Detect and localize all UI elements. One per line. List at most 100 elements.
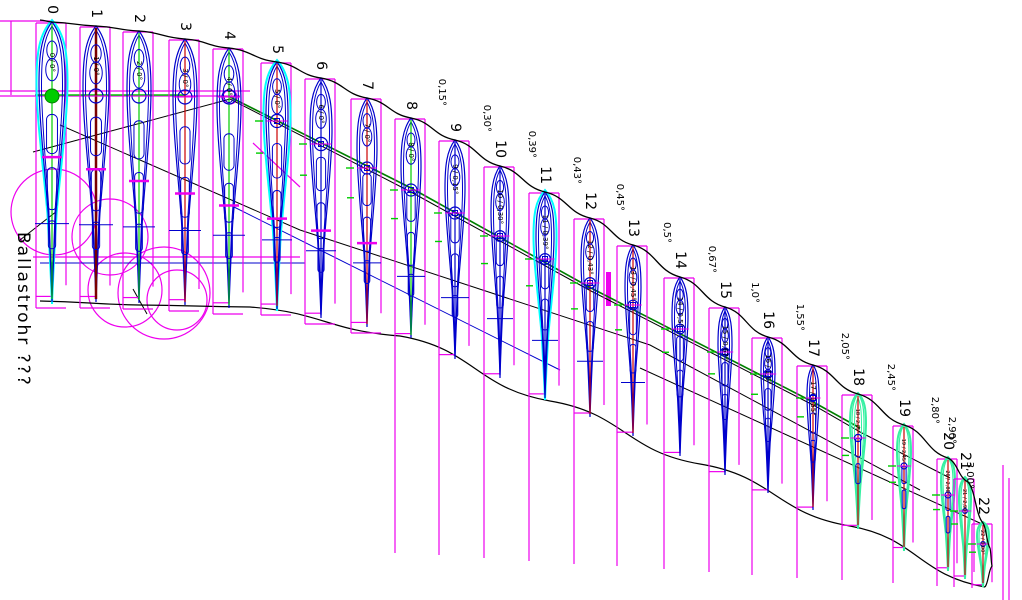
rib-number-label: 5 (269, 45, 285, 54)
lightening-hole (585, 283, 595, 313)
lightening-hole (721, 361, 729, 387)
lightening-hole (271, 143, 283, 179)
rib-blank-box (616, 245, 648, 566)
rib-outer-outline (400, 117, 422, 339)
rib-angle-label: 1,55° (794, 304, 805, 331)
rib-number-label: 20 (940, 432, 956, 450)
lightening-hole (46, 167, 58, 211)
rib-interior-label: 11 / 0,39° (541, 215, 549, 250)
spar-hole (44, 88, 60, 104)
lightening-hole (315, 108, 327, 129)
rib-interior-label: 12 / 0,43° (586, 240, 594, 275)
rib-interior-label: 21 / 2,90° (961, 489, 967, 514)
rib-interior-label: 5 / 0° (273, 89, 281, 108)
rib-interior-label: 8 / 0° (407, 142, 415, 161)
rib-interior-label: 2 / 0° (135, 61, 143, 80)
lightening-hole (901, 489, 907, 510)
lightening-hole (135, 223, 143, 252)
rib-interior-label: 18 / 2,05° (854, 409, 860, 434)
rib-outer-outline (356, 96, 378, 328)
lightening-hole (496, 275, 504, 309)
rib-interior-label: 17 / 1,55° (809, 381, 817, 416)
lightening-hole (855, 463, 861, 485)
lightening-hole (179, 126, 191, 165)
lightening-hole (133, 120, 145, 160)
lightening-hole (362, 216, 372, 252)
lightening-hole (91, 221, 101, 251)
rib-3: 3 3 / 0° (168, 22, 201, 312)
rib-14: 140,5° 14 / 0,5° (661, 222, 695, 569)
rib-4: 4 4 / 0° (212, 31, 245, 315)
lightening-hole (764, 387, 772, 411)
rib-number-label: 9 (447, 123, 463, 132)
rib-angle-label: 2,80° (929, 397, 940, 424)
rib-tip-outline (848, 391, 868, 530)
lightening-hole (316, 202, 326, 240)
rib-outer-outline (671, 276, 689, 457)
lightening-hole (721, 328, 729, 343)
rib-tip-outline (895, 422, 913, 552)
rib-number-label: 7 (359, 81, 375, 90)
lightening-hole (450, 211, 460, 244)
rib-interior-label: 4 / 0° (225, 77, 233, 96)
rib-10: 100,30° 10 / 0,30° (480, 105, 515, 558)
rib-angle-label: 0,67° (706, 246, 717, 273)
lightening-hole (225, 232, 233, 260)
rib-blank-box (751, 337, 783, 575)
rib-angle-label: 3,00° (964, 462, 975, 489)
rib-interior-label: 10 / 0,30° (496, 189, 504, 224)
rib-blank-box (528, 192, 560, 561)
rib-number-label: 3 (177, 22, 193, 31)
wingtip-arc (984, 547, 993, 588)
lightening-hole (179, 56, 191, 75)
rib-outer-outline (535, 190, 555, 399)
lightening-hole (180, 176, 190, 218)
rib-18: 182,05° 18 / 2,05° (839, 333, 873, 580)
rib-highlight-outline (262, 58, 292, 312)
lightening-hole (178, 73, 192, 96)
lightening-hole (629, 307, 637, 336)
lightening-hole (90, 44, 102, 63)
rib-highlight-outline (35, 18, 69, 305)
rib-outer-outline (580, 217, 600, 418)
rib-17: 171,55° 17 / 1,55° (794, 304, 828, 578)
lightening-hole (676, 369, 684, 398)
rib-outer-outline (898, 423, 910, 551)
lightening-hole (223, 133, 235, 171)
lightening-hole (45, 57, 59, 82)
lightening-hole (90, 116, 102, 157)
section-line-1 (59, 124, 921, 491)
rib-outer-outline (717, 305, 733, 476)
rib-outer-outline (760, 336, 776, 494)
lightening-hole (810, 439, 816, 463)
rib-number-label: 13 (625, 219, 641, 237)
rib-21: 212,90° 21 / 2,90° (946, 417, 975, 587)
lightening-hole (541, 298, 549, 331)
rib-number-label: 11 (537, 166, 553, 184)
lightening-hole (676, 335, 684, 362)
rib-number-label: 2 (131, 14, 147, 23)
rib-12: 120,43° 12 / 0,43° (570, 157, 605, 564)
rib-7: 7 7 / 0° (346, 81, 382, 334)
rib-highlight-outline (532, 188, 558, 401)
rib-number-label: 16 (760, 311, 776, 329)
lightening-hole (628, 269, 638, 286)
rib-number-label: 21 (957, 452, 973, 470)
rib-interior-label: 9 / 0,15° (451, 164, 459, 194)
rib-tip-outline (975, 520, 991, 588)
annotation-leader-line (19, 210, 58, 241)
ballast-bar-marker (606, 272, 611, 306)
lightening-hole (361, 127, 373, 147)
lightening-hole (315, 156, 327, 192)
rib-15: 150,67° 15 / 0,67° (706, 246, 740, 572)
rib-number-label: 18 (850, 368, 866, 386)
rib-outer-outline (82, 25, 110, 303)
rib-angle-label: 2,05° (839, 333, 850, 360)
lightening-hole (675, 299, 685, 316)
lightening-hole (363, 260, 371, 284)
lightening-hole (945, 515, 951, 534)
rib-interior-label: 22 / 3,00° (979, 530, 985, 555)
rib-blank-box (438, 140, 470, 555)
